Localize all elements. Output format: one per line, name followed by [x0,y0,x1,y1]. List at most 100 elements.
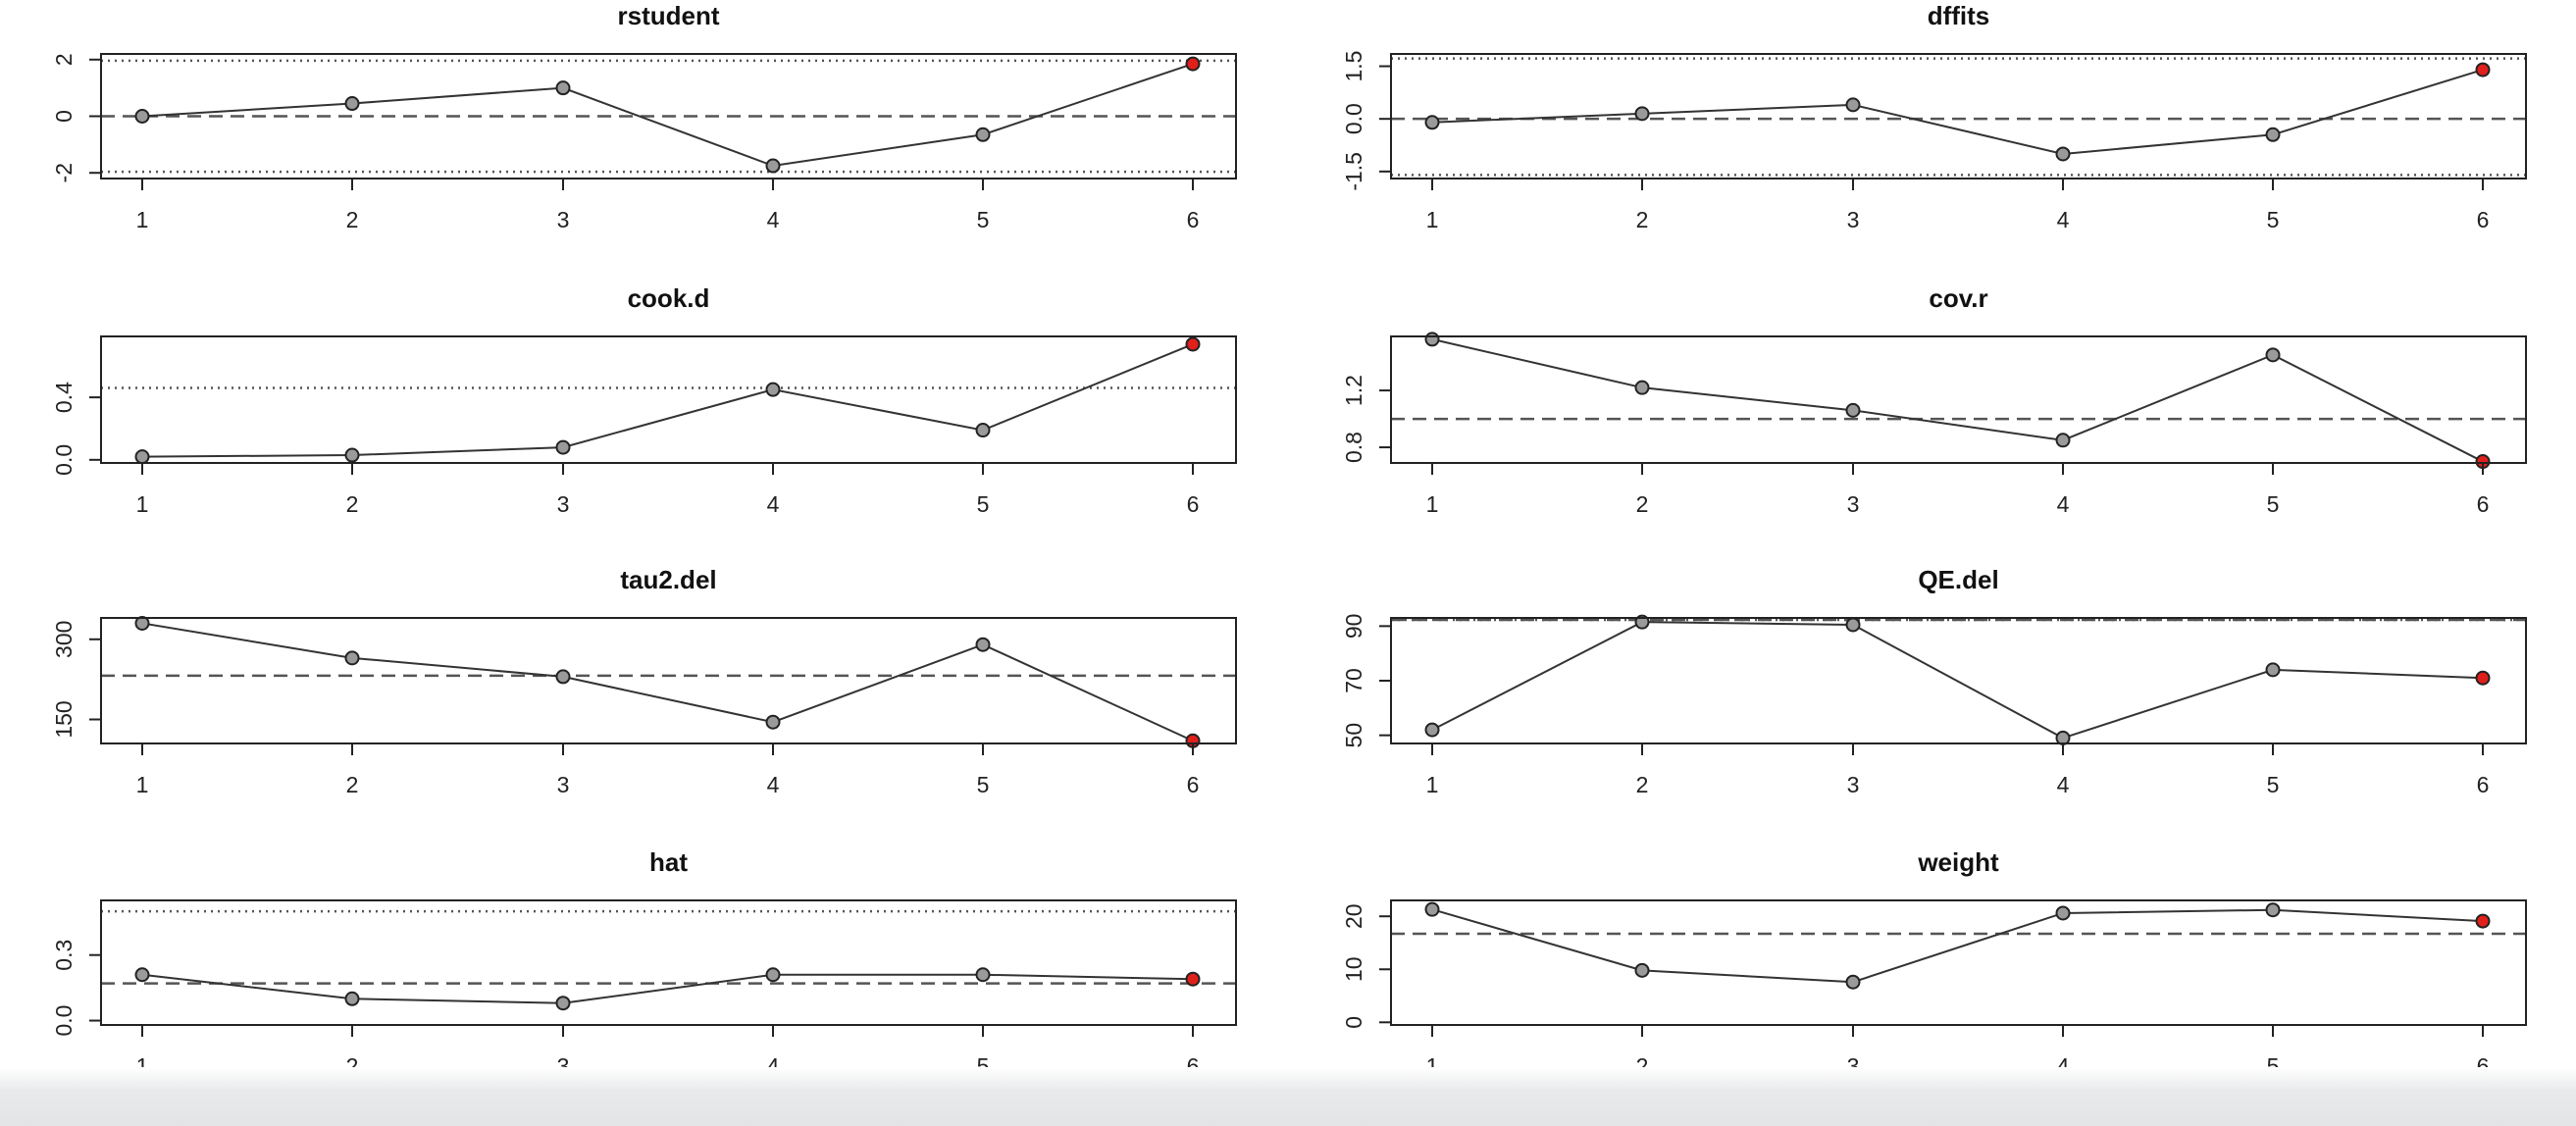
data-point [2265,347,2281,363]
data-point [1634,106,1650,122]
y-tick-label: 1.5 [1341,51,1366,82]
highlighted-data-point [2475,62,2491,77]
x-tick-label: 2 [1636,207,1649,232]
highlighted-data-point [1185,971,1201,987]
series-line [1431,337,2484,463]
data-point [134,615,150,631]
x-tick-label: 4 [2057,491,2070,517]
y-tick-label: 0.0 [51,1005,77,1037]
x-tick-label: 1 [1426,491,1439,517]
x-tick-label: 2 [346,772,359,797]
x-tick-label: 2 [346,207,359,232]
x-tick-label: 4 [2057,772,2070,797]
x-tick-label: 3 [1847,207,1860,232]
x-tick-label: 6 [2477,772,2490,797]
panel-cook-d: cook.d 1 2 3 4 5 6 0.0 0.4 [51,283,1237,517]
y-tick-label: -2 [51,163,77,182]
highlighted-data-point [2475,913,2491,929]
series-line [141,973,1194,1004]
data-point [134,967,150,983]
x-tick-label: 2 [1636,491,1649,517]
x-tick-label: 4 [767,491,780,517]
panel-rstudent: rstudent 1 2 3 4 5 6 -2 0 2 [51,1,1237,232]
x-tick-label: 6 [2477,491,2490,517]
panel-title: cov.r [1929,283,1987,313]
data-point [2055,730,2071,745]
data-point [344,96,360,112]
y-tick-label: 1.2 [1341,375,1366,406]
y-tick-label: 0.0 [1341,103,1366,134]
data-point [1845,97,1861,113]
panel-tau2-del: tau2.del 1 2 3 4 5 6 150 300 [51,565,1237,797]
data-point [555,669,571,685]
data-point [2055,433,2071,448]
data-point [1845,974,1861,990]
y-tick-label: 0.4 [51,382,77,413]
x-tick-label: 6 [1187,772,1200,797]
y-tick-label: 70 [1341,668,1366,693]
x-tick-label: 6 [2477,207,2490,232]
data-point [2055,905,2071,921]
data-point [975,423,991,438]
data-point [1424,722,1440,738]
plot-frame [100,899,1237,1026]
y-tick-label: 150 [51,700,77,738]
data-point [975,127,991,142]
x-tick-label: 4 [767,772,780,797]
panel-title: dffits [1928,1,1990,30]
data-point [344,447,360,463]
data-point [1845,617,1861,633]
x-tick-label: 3 [557,491,570,517]
y-tick-label: 0.3 [51,940,77,971]
x-tick-label: 6 [1187,491,1200,517]
data-point [975,967,991,983]
series-line [1431,908,2484,984]
panel-title: tau2.del [620,565,716,594]
y-tick-label: 90 [1341,614,1366,640]
y-tick-label: 50 [1341,723,1366,748]
panel-title: weight [1917,847,1999,877]
x-tick-label: 2 [346,491,359,517]
data-point [1634,380,1650,395]
panel-title: cook.d [628,283,710,313]
series-line [1431,69,2484,155]
x-tick-label: 6 [1187,207,1200,232]
plot-frame [1390,53,2527,179]
panel-cov-r: cov.r 1 2 3 4 5 6 0.8 1.2 [1341,283,2527,517]
x-tick-label: 1 [136,207,149,232]
x-tick-label: 5 [977,491,990,517]
data-point [344,650,360,666]
series-line [1431,621,2484,740]
x-tick-label: 4 [2057,207,2070,232]
panel-QE-del: QE.del 1 2 3 4 5 6 50 70 90 [1341,565,2527,797]
data-point [1424,901,1440,917]
data-point [555,439,571,455]
y-tick-label: 2 [51,53,77,66]
series-line [141,622,1194,742]
data-point [765,967,781,983]
data-point [2265,127,2281,142]
x-tick-label: 5 [977,772,990,797]
x-tick-label: 5 [2267,207,2280,232]
x-tick-label: 1 [136,491,149,517]
window-bottom-shade [0,1067,2576,1126]
highlighted-data-point [1185,56,1201,72]
data-point [765,158,781,174]
panel-title: rstudent [618,1,720,30]
x-tick-label: 3 [1847,772,1860,797]
data-point [1424,332,1440,347]
series-line [141,63,1194,168]
y-tick-label: 0 [1341,1016,1366,1029]
x-tick-label: 3 [557,207,570,232]
x-tick-label: 1 [1426,772,1439,797]
highlighted-data-point [2475,670,2491,686]
y-tick-label: 10 [1341,956,1366,982]
x-tick-label: 4 [767,207,780,232]
x-tick-label: 3 [1847,491,1860,517]
y-tick-label: 0.0 [51,444,77,476]
y-tick-label: 20 [1341,903,1366,929]
x-tick-label: 5 [2267,772,2280,797]
data-point [555,996,571,1011]
